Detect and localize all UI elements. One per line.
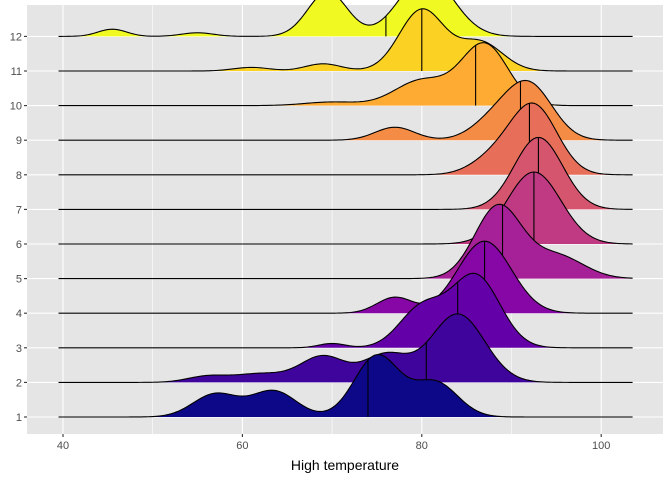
ridge-outline-2 [58, 313, 633, 383]
ridge-1 [58, 354, 633, 418]
x-tick-label: 100 [592, 440, 610, 452]
ridge-2 [58, 313, 633, 383]
ridge-outline-9 [58, 79, 633, 141]
ridge-outline-6 [58, 171, 633, 245]
ridge-outline-8 [58, 102, 633, 176]
ridge-area-12 [58, 0, 633, 37]
y-tick-label: 7 [16, 204, 22, 216]
y-tick-label: 4 [16, 308, 22, 320]
ridge-6 [58, 171, 633, 245]
y-tick-label: 6 [16, 239, 22, 251]
ridge-area-10 [58, 42, 633, 106]
ridge-area-7 [58, 137, 633, 210]
ridge-outline-1 [58, 354, 633, 418]
ridge-12 [58, 0, 633, 37]
ridges [58, 0, 633, 418]
x-tick-label: 60 [236, 440, 248, 452]
x-axis: 40 60 80 100 [57, 434, 610, 452]
y-tick-label: 9 [16, 135, 22, 147]
ridge-area-3 [58, 273, 633, 348]
ridge-outline-11 [58, 8, 633, 72]
x-tick-label: 40 [57, 440, 69, 452]
ridge-outline-5 [58, 203, 633, 280]
ridge-outline-7 [58, 136, 633, 210]
ridge-outline-4 [58, 240, 633, 314]
ridge-area-8 [58, 102, 633, 175]
y-tick-label: 2 [16, 377, 22, 389]
y-tick-label: 12 [10, 31, 22, 43]
y-tick-label: 8 [16, 170, 22, 182]
x-axis-title: High temperature [291, 457, 399, 473]
y-tick-label: 11 [11, 66, 22, 78]
y-tick-label: 1 [16, 412, 22, 424]
ridge-outline-3 [58, 272, 633, 349]
y-tick-label: 5 [16, 274, 22, 286]
x-tick-label: 80 [416, 440, 428, 452]
ridge-area-9 [58, 80, 633, 141]
y-tick-label: 3 [16, 343, 22, 355]
ridge-area-2 [58, 313, 633, 383]
y-tick-label: 10 [10, 101, 22, 113]
ridge-area-1 [58, 354, 633, 417]
ridge-area-6 [58, 172, 633, 244]
ridge-outline-12 [58, 0, 633, 37]
